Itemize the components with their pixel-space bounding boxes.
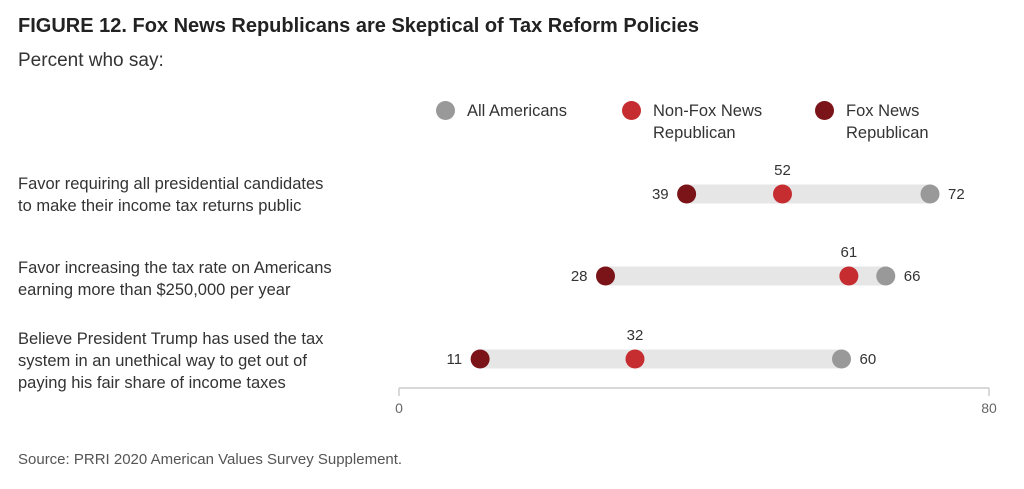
dot-fox-republican-row-3 (470, 349, 490, 369)
value-label-non-fox-republican-row-2: 61 (841, 244, 858, 261)
chart-title: FIGURE 12. Fox News Republicans are Skep… (18, 15, 699, 37)
dot-non-fox-republican-row-1 (773, 184, 792, 204)
value-label-all-americans-row-2: 66 (904, 268, 921, 285)
value-label-all-americans-row-1: 72 (948, 186, 965, 203)
dot-fox-republican-row-1 (677, 184, 697, 204)
x-tick-label-start: 0 (395, 400, 403, 416)
source-note: Source: PRRI 2020 American Values Survey… (18, 451, 403, 468)
value-label-non-fox-republican-row-1: 52 (774, 162, 791, 179)
legend-item-all-americans: All Americans (436, 100, 567, 122)
value-label-non-fox-republican-row-3: 32 (627, 327, 644, 344)
value-label-fox-republican-row-2: 28 (571, 268, 588, 285)
row-label-tax-returns: Favor requiring all presidential candida… (18, 175, 324, 215)
data-rows: 72 52 39 66 61 28 60 32 11 (447, 162, 965, 369)
value-label-fox-republican-row-1: 39 (652, 186, 669, 203)
dot-fox-republican-row-2 (596, 266, 615, 286)
dot-all-americans-row-1 (920, 184, 940, 204)
legend-item-non-fox-republican: Non-Fox News Republican (622, 100, 762, 144)
legend-label-fox-republican: Fox News Republican (846, 102, 929, 142)
legend-dot-fox-republican (815, 101, 834, 120)
value-label-fox-republican-row-3: 11 (447, 351, 463, 368)
value-label-all-americans-row-3: 60 (860, 351, 877, 368)
legend-dot-all-americans (436, 101, 455, 120)
chart-subtitle: Percent who say: (18, 50, 164, 71)
dot-all-americans-row-2 (876, 266, 896, 286)
dot-non-fox-republican-row-2 (839, 266, 859, 286)
row-label-trump-taxes: Believe President Trump has used the tax… (18, 330, 324, 392)
dot-non-fox-republican-row-3 (625, 349, 645, 369)
legend-label-all-americans: All Americans (467, 102, 567, 120)
legend-label-non-fox-republican: Non-Fox News Republican (653, 102, 763, 142)
x-tick-label-end: 80 (981, 400, 997, 416)
row-label-tax-rate: Favor increasing the tax rate on America… (18, 259, 332, 299)
legend-item-fox-republican: Fox News Republican (815, 100, 929, 144)
dot-all-americans-row-3 (832, 349, 851, 369)
legend-dot-non-fox-republican (622, 101, 641, 120)
